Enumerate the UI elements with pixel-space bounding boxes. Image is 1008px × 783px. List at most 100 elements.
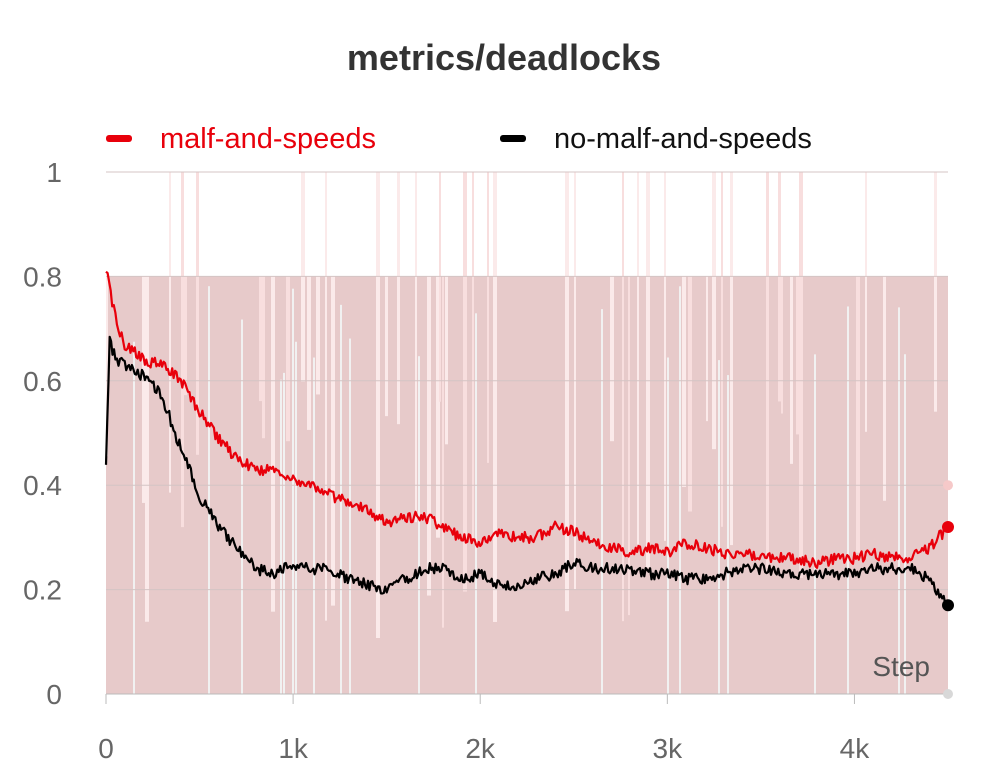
legend-item-no-malf-and-speeds[interactable]: no-malf-and-speeds <box>500 123 812 155</box>
raw-stripe <box>325 172 327 621</box>
x-tick-label: 3k <box>653 733 684 764</box>
legend-swatch-no-malf-and-speeds <box>500 135 526 142</box>
raw-stripe <box>628 276 630 616</box>
raw-stripe <box>934 172 937 412</box>
raw-stripe-light <box>208 286 210 694</box>
raw-stripe <box>472 172 474 539</box>
raw-stripe <box>487 172 489 463</box>
series-line-malf-and-speeds[interactable] <box>105 270 948 569</box>
raw-stripe <box>565 172 569 612</box>
raw-stripe <box>463 172 467 592</box>
raw-stripe-light <box>679 286 681 694</box>
raw-stripe <box>259 276 262 402</box>
legend-item-malf-and-speeds[interactable]: malf-and-speeds <box>106 123 376 155</box>
raw-stripe <box>145 276 149 622</box>
raw-stripe-light <box>904 354 906 694</box>
legend-label-no-malf-and-speeds: no-malf-and-speeds <box>554 123 812 155</box>
raw-stripe <box>766 172 769 571</box>
y-tick-label: 0.8 <box>23 261 62 292</box>
raw-stripe <box>883 276 886 501</box>
raw-stripe <box>181 172 184 528</box>
raw-stripe <box>730 172 733 546</box>
raw-stripe-light <box>601 309 603 694</box>
raw-stripe <box>427 276 431 596</box>
raw-stripe <box>712 172 716 450</box>
raw-stripe <box>415 172 417 523</box>
raw-stripe <box>610 276 614 442</box>
raw-stripe-light <box>313 357 315 694</box>
raw-stripe-light <box>133 341 135 694</box>
y-axis: 0 0.2 0.4 0.6 0.8 1 <box>23 157 62 710</box>
y-tick-label: 0.2 <box>23 575 62 606</box>
raw-stripe-light <box>292 288 294 694</box>
raw-stripe-light <box>898 307 900 694</box>
raw-stripe <box>262 276 265 439</box>
raw-stripe <box>436 276 440 538</box>
raw-stripe <box>682 276 686 487</box>
legend: malf-and-speeds no-malf-and-speeds <box>106 123 812 155</box>
x-axis: 0 1k 2k 3k 4k <box>98 693 948 764</box>
x-tick-label: 4k <box>840 733 871 764</box>
raw-stripe-light <box>349 338 351 694</box>
raw-stripe-light <box>847 306 849 694</box>
raw-stripe <box>106 276 108 457</box>
x-axis-label: Step <box>872 651 930 682</box>
raw-stripe-light <box>283 372 285 694</box>
legend-swatch-malf-and-speeds <box>106 135 132 142</box>
raw-stripe-light <box>418 356 420 694</box>
raw-stripe <box>799 172 803 578</box>
raw-stripe-light <box>727 375 729 694</box>
raw-stripe <box>778 172 781 402</box>
x-tick-label: 2k <box>465 733 496 764</box>
raw-stripe <box>442 276 444 628</box>
raw-stripe <box>142 276 146 503</box>
raw-stripe <box>721 172 723 527</box>
y-tick-label: 0.6 <box>23 366 62 397</box>
raw-data-background <box>106 172 948 694</box>
raw-stripe <box>664 172 666 541</box>
raw-stripe-light <box>280 379 282 694</box>
series-end-marker-no-malf-and-speeds[interactable] <box>942 599 954 612</box>
raw-stripe <box>688 276 692 512</box>
raw-stripe-light <box>718 360 720 694</box>
series-end-marker-malf-and-speeds[interactable] <box>942 520 954 533</box>
raw-stripe-light <box>241 319 243 694</box>
legend-label-malf-and-speeds: malf-and-speeds <box>160 123 376 155</box>
raw-stripe <box>637 172 639 545</box>
raw-stripe <box>397 172 400 425</box>
series-line-no-malf-and-speeds[interactable] <box>104 335 950 611</box>
raw-stripe <box>184 276 187 396</box>
raw-stripe <box>439 172 441 402</box>
series-lines <box>104 270 954 699</box>
y-tick-label: 0 <box>46 679 62 710</box>
raw-stripe <box>316 276 320 395</box>
raw-stripe <box>856 276 860 553</box>
raw-stripe <box>286 276 290 442</box>
y-tick-label: 0.4 <box>23 470 62 501</box>
raw-stripe <box>376 172 380 639</box>
raw-stripe <box>445 276 448 445</box>
y-tick-label: 1 <box>46 157 62 188</box>
raw-stripe <box>865 172 867 432</box>
raw-stripe-light <box>814 354 816 694</box>
raw-stripe <box>169 172 171 493</box>
raw-stripe <box>796 276 799 435</box>
raw-stripe <box>385 276 388 417</box>
chart-title: metrics/deadlocks <box>347 37 661 78</box>
raw-stripe-light <box>295 341 297 694</box>
raw-stripe-light <box>667 357 669 694</box>
raw-stripe <box>493 172 497 622</box>
raw-stripe <box>781 276 783 414</box>
x-tick-label: 0 <box>98 733 114 764</box>
raw-stripe <box>307 276 311 430</box>
raw-stripe <box>196 172 199 455</box>
raw-stripe <box>271 276 275 612</box>
raw-stripe <box>706 276 708 422</box>
raw-stripe <box>331 276 335 606</box>
raw-stripe <box>622 172 624 622</box>
x-tick-label: 1k <box>278 733 309 764</box>
raw-end-marker <box>943 689 953 699</box>
raw-stripe-light <box>475 313 477 694</box>
raw-stripe <box>790 276 793 464</box>
